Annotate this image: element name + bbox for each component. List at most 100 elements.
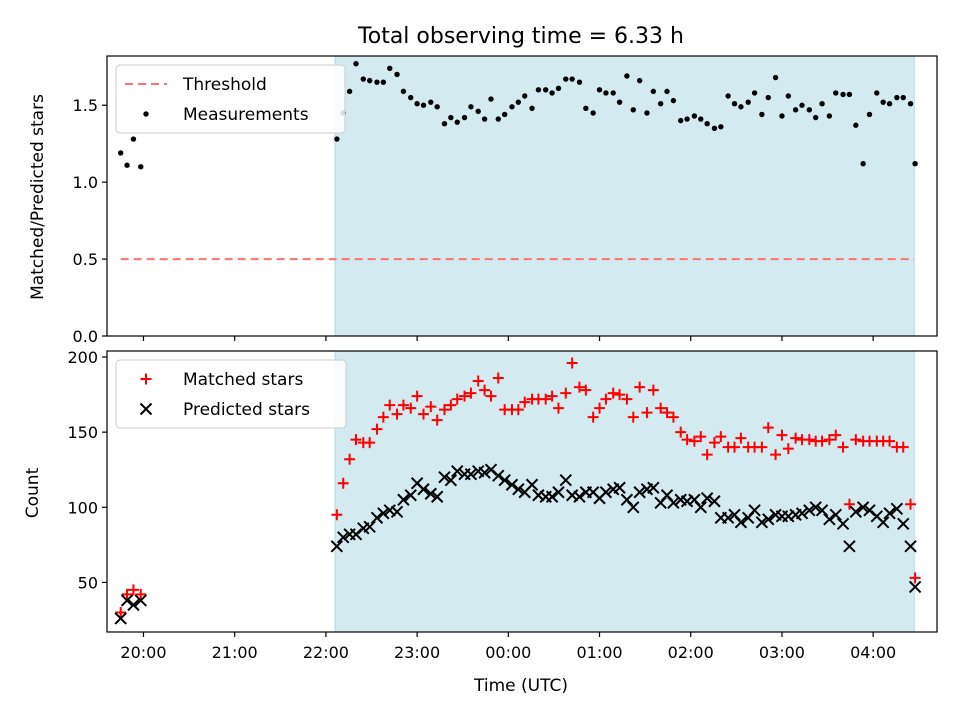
predicted-star-point bbox=[573, 490, 586, 503]
x-tick-label: 00:00 bbox=[485, 643, 531, 662]
top-y-tick-label: 0.5 bbox=[73, 250, 98, 269]
x-axis-label: Time (UTC) bbox=[473, 676, 568, 696]
predicted-star-point bbox=[815, 504, 829, 517]
matched-star-point bbox=[756, 441, 768, 453]
predicted-star-point bbox=[512, 483, 525, 496]
top-y-axis-label: Matched/Predicted stars bbox=[28, 94, 48, 300]
measurement-point bbox=[711, 125, 718, 132]
measurement-point bbox=[380, 79, 387, 85]
matched-star-point bbox=[377, 411, 389, 423]
measurement-point bbox=[731, 100, 738, 107]
matched-star-point bbox=[735, 432, 747, 444]
measurement-point bbox=[428, 99, 434, 105]
x-tick-label: 04:00 bbox=[850, 643, 896, 662]
matched-star-point bbox=[627, 411, 639, 423]
measurement-point bbox=[678, 117, 684, 124]
measurement-point bbox=[785, 93, 792, 99]
matched-star-point bbox=[445, 399, 457, 411]
predicted-star-point bbox=[680, 495, 694, 508]
legend-label: Matched stars bbox=[183, 370, 303, 390]
matched-star-point bbox=[803, 434, 815, 446]
measurement-point bbox=[900, 94, 906, 101]
measurement-point bbox=[495, 116, 501, 122]
measurement-point bbox=[636, 77, 643, 84]
predicted-star-point bbox=[843, 540, 856, 553]
matched-star-point bbox=[897, 441, 909, 453]
bottom-y-tick-label: 50 bbox=[78, 573, 98, 592]
matched-star-point bbox=[451, 393, 463, 405]
matched-star-point bbox=[770, 449, 782, 461]
measurement-point bbox=[860, 160, 866, 167]
measurement-point bbox=[826, 113, 833, 119]
measurement-point bbox=[468, 104, 474, 110]
top-shaded-region bbox=[334, 55, 915, 337]
bottom-y-axis-label: Count bbox=[23, 467, 43, 518]
x-tick-label: 20:00 bbox=[120, 643, 166, 662]
measurement-point bbox=[833, 90, 839, 96]
predicted-star-point bbox=[627, 501, 640, 514]
measurement-point bbox=[751, 90, 758, 96]
measurement-point bbox=[543, 87, 549, 93]
predicted-star-point bbox=[694, 501, 707, 514]
measurement-point bbox=[738, 104, 744, 110]
matched-star-point bbox=[465, 387, 477, 399]
predicted-star-point bbox=[464, 468, 478, 481]
predicted-star-point bbox=[856, 501, 870, 514]
measurement-point bbox=[394, 71, 400, 78]
predicted-star-point bbox=[377, 507, 390, 520]
measurement-point bbox=[360, 76, 366, 82]
matched-star-point bbox=[614, 389, 626, 401]
x-tick-label: 03:00 bbox=[759, 643, 805, 662]
predicted-star-point bbox=[114, 612, 127, 625]
measurement-point bbox=[779, 113, 785, 119]
predicted-star-point bbox=[127, 598, 140, 612]
top-legend bbox=[115, 64, 346, 134]
matched-star-point bbox=[391, 408, 403, 420]
measurement-point bbox=[590, 110, 596, 116]
matched-star-point bbox=[573, 381, 585, 393]
predicted-star-point bbox=[883, 507, 896, 520]
predicted-star-point bbox=[370, 511, 384, 525]
measurement-point bbox=[664, 88, 670, 95]
predicted-star-point bbox=[444, 474, 458, 487]
legend-label: Predicted stars bbox=[183, 400, 310, 420]
bottom-y-tick-label: 100 bbox=[67, 498, 98, 517]
measurement-point bbox=[718, 124, 724, 130]
matched-star-point bbox=[647, 384, 659, 396]
measurement-point bbox=[414, 100, 420, 107]
matched-star-point bbox=[479, 384, 491, 396]
matched-star-point bbox=[566, 357, 578, 369]
top-y-tick-label: 1.0 bbox=[73, 173, 98, 192]
measurement-point bbox=[799, 102, 805, 108]
measurement-point bbox=[907, 100, 914, 107]
predicted-star-point bbox=[390, 505, 404, 518]
measurement-point bbox=[657, 100, 664, 107]
matched-star-point bbox=[681, 434, 693, 446]
measurement-point bbox=[529, 105, 535, 112]
measurement-point bbox=[481, 116, 488, 122]
measurement-point bbox=[138, 164, 144, 170]
predicted-star-point bbox=[700, 492, 714, 505]
x-tick-label: 02:00 bbox=[668, 643, 714, 662]
predicted-star-point bbox=[849, 505, 863, 518]
predicted-star-point bbox=[613, 481, 626, 494]
measurement-point bbox=[420, 102, 427, 108]
measurement-point bbox=[488, 96, 494, 102]
matched-star-point bbox=[661, 407, 673, 419]
measurement-point bbox=[792, 107, 799, 113]
matched-star-point bbox=[417, 408, 429, 420]
legend-measurement-swatch bbox=[143, 111, 149, 117]
predicted-star-point bbox=[430, 490, 444, 503]
predicted-star-point bbox=[734, 516, 748, 529]
predicted-star-point bbox=[383, 504, 396, 517]
legend-label: Threshold bbox=[182, 75, 267, 95]
measurement-point bbox=[670, 97, 677, 104]
matched-star-point bbox=[830, 429, 842, 441]
predicted-star-point bbox=[424, 487, 437, 500]
matched-star-point bbox=[607, 387, 619, 399]
measurement-point bbox=[853, 122, 859, 128]
matched-star-point bbox=[762, 422, 774, 434]
matched-star-point bbox=[621, 393, 633, 405]
x-tick-label: 21:00 bbox=[212, 643, 258, 662]
